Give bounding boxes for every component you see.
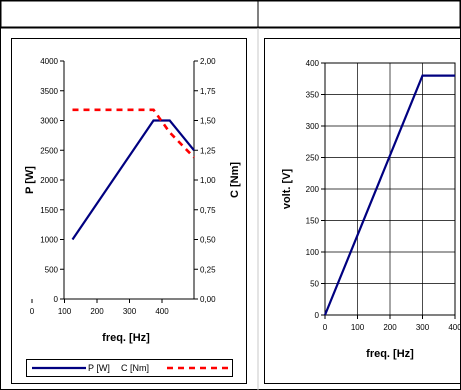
x-tick-label: 100: [58, 307, 72, 316]
y2-tick-label: 1,50: [200, 117, 216, 126]
x-tick-label: 0: [323, 323, 328, 332]
x-tick-label: 400: [155, 307, 169, 316]
y-tick-label: 0: [315, 311, 320, 320]
x-tick-label: 200: [90, 307, 104, 316]
y-tick-label: 0: [54, 295, 59, 304]
y-tick-label: 2500: [40, 146, 58, 155]
y-tick-label: 350: [306, 91, 320, 100]
x-tick-label: 200: [383, 323, 397, 332]
y-tick-label: 1500: [40, 206, 58, 215]
header-band: [0, 0, 461, 29]
series-line-power: [71, 119, 195, 241]
x-tick-label: 100: [351, 323, 365, 332]
y-tick-label: 3500: [40, 87, 58, 96]
plot-area-border: [324, 62, 456, 316]
y2-tick-label: 0,50: [200, 236, 216, 245]
y2-tick-label: 0,25: [200, 265, 216, 274]
y-tick-label: 400: [306, 59, 320, 68]
x-tick-label: 300: [123, 307, 137, 316]
x-axis-title: freq. [Hz]: [366, 348, 414, 360]
power-torque-chart: 050010001500200025003000350040000,000,25…: [24, 57, 241, 377]
right-chart-frame: [264, 38, 461, 384]
y-tick-label: 1000: [40, 236, 58, 245]
y-axis-title: P [W]: [24, 166, 36, 194]
y-tick-label: 2000: [40, 176, 58, 185]
x-tick-label: 0: [30, 307, 35, 316]
y2-tick-label: 0,00: [200, 295, 216, 304]
y2-tick-label: 1,75: [200, 87, 216, 96]
legend-label-torque: C [Nm]: [121, 363, 149, 373]
series-line-torque: [72, 108, 195, 159]
y-tick-label: 100: [306, 248, 320, 257]
x-tick-label: 400: [448, 323, 461, 332]
y2-tick-label: 1,00: [200, 176, 216, 185]
y-tick-label: 200: [306, 185, 320, 194]
y-axis-title: volt. [V]: [281, 169, 293, 210]
y2-tick-label: 0,75: [200, 206, 216, 215]
left-chart-frame: [11, 38, 247, 384]
y-tick-label: 300: [306, 122, 320, 131]
legend-label-power: P [W]: [88, 363, 110, 373]
voltage-chart: 0 50 100 150 200 250 300 350 400 0 100 200 300 400 fre…: [281, 59, 461, 360]
y-tick-label: 500: [45, 265, 59, 274]
y-tick-label: 50: [310, 280, 319, 289]
y2-tick-label: 2,00: [200, 57, 216, 66]
y-tick-label: 150: [306, 217, 320, 226]
y2-axis-title: C [Nm]: [229, 162, 241, 198]
x-tick-label: 300: [416, 323, 430, 332]
x-axis-title: freq. [Hz]: [102, 332, 150, 344]
legend-box: [26, 359, 233, 377]
y-tick-label: 250: [306, 154, 320, 163]
y2-tick-label: 1,25: [200, 146, 216, 155]
y-tick-label: 3000: [40, 117, 58, 126]
y-tick-label: 4000: [40, 57, 58, 66]
